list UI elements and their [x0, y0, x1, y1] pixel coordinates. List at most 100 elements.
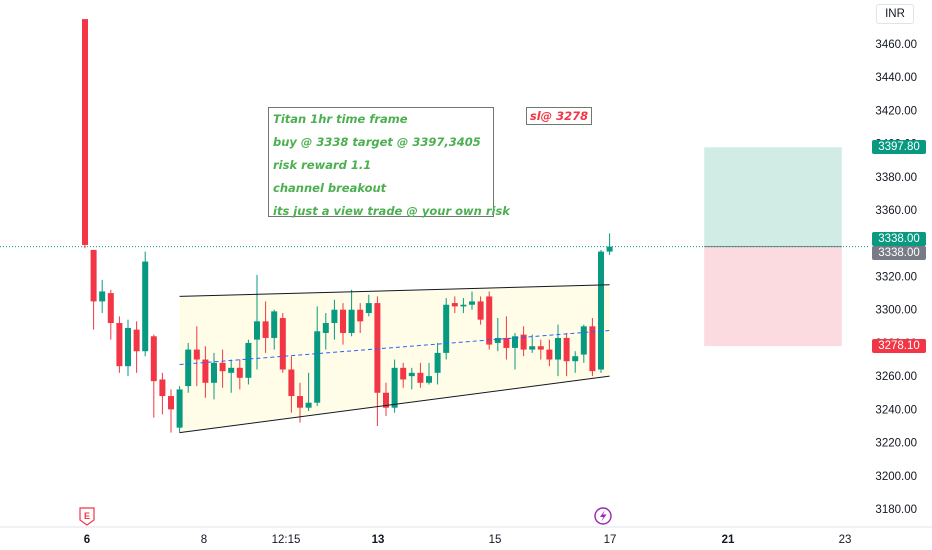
candle-body[interactable] [529, 346, 536, 350]
current-price-tag: 3338.00 [872, 231, 926, 246]
candle-body[interactable] [400, 367, 407, 380]
candle-body[interactable] [228, 367, 235, 373]
candle-body[interactable] [512, 336, 518, 348]
note-line: its just a view trade @ your own risk [273, 204, 510, 218]
x-tick-label: 8 [201, 534, 207, 546]
candle-body[interactable] [107, 293, 114, 323]
candle-body[interactable] [546, 349, 553, 360]
candle-body[interactable] [211, 362, 217, 383]
candle-body[interactable] [245, 342, 252, 378]
target-zone [704, 147, 842, 247]
candle-body[interactable] [503, 337, 510, 348]
y-tick-label: 3180.00 [875, 504, 917, 516]
event-markers: E [79, 507, 612, 526]
candle-body[interactable] [297, 396, 303, 408]
candle-body[interactable] [365, 303, 372, 314]
candle-body[interactable] [90, 249, 97, 302]
earnings-e-icon[interactable]: E [79, 507, 95, 526]
candle-body[interactable] [348, 309, 355, 333]
candle-body[interactable] [288, 369, 295, 397]
candle-body[interactable] [271, 311, 278, 338]
candle-body[interactable] [426, 376, 432, 383]
note-line: Titan 1hr time frame [273, 112, 408, 126]
channel-fill [179, 284, 610, 433]
note-line: channel breakout [273, 181, 387, 195]
candle-body[interactable] [279, 318, 286, 370]
candle-body[interactable] [193, 349, 200, 360]
candle-body[interactable] [383, 392, 389, 408]
candle-body[interactable] [408, 372, 415, 377]
candle-body[interactable] [357, 309, 364, 322]
stop-price-tag: 3278.10 [872, 339, 926, 354]
candle-body[interactable] [82, 19, 88, 245]
candle-body[interactable] [125, 327, 131, 367]
channel-upper-line[interactable] [179, 284, 610, 297]
y-tick-label: 3300.00 [875, 305, 917, 317]
y-tick-label: 3260.00 [875, 371, 917, 383]
candle-body[interactable] [340, 309, 346, 333]
y-tick-label: 3240.00 [875, 404, 917, 416]
y-tick-label: 3460.00 [875, 39, 917, 51]
candle-body[interactable] [236, 367, 243, 378]
channel-lower-line[interactable] [179, 375, 610, 434]
y-tick-label: 3420.00 [875, 105, 917, 117]
candle-body[interactable] [322, 323, 329, 333]
stop-loss-note[interactable]: sl@ 3278 [526, 107, 592, 125]
candle-body[interactable] [580, 326, 587, 355]
candle-body[interactable] [176, 389, 183, 428]
candle-body[interactable] [486, 296, 493, 345]
candle-body[interactable] [477, 301, 484, 320]
candles [82, 19, 613, 433]
note-line: buy @ 3338 target @ 3397,3405 [273, 135, 481, 149]
x-tick-label: 15 [489, 534, 502, 546]
trade-note[interactable]: Titan 1hr time frame buy @ 3338 target @… [268, 107, 510, 218]
candle-body[interactable] [168, 396, 174, 410]
y-tick-label: 3360.00 [875, 205, 917, 217]
candle-body[interactable] [572, 356, 579, 362]
candle-body[interactable] [262, 321, 269, 338]
x-axis[interactable]: 6 8 12:15 13 15 17 21 23 [84, 534, 852, 546]
candle-body[interactable] [99, 291, 106, 302]
candle-body[interactable] [443, 304, 450, 353]
y-tick-label: 3380.00 [875, 172, 917, 184]
y-tick-label: 3200.00 [875, 471, 917, 483]
candle-body[interactable] [589, 326, 596, 372]
candle-body[interactable] [391, 367, 398, 408]
y-tick-label: 3220.00 [875, 438, 917, 450]
candle-body[interactable] [417, 372, 424, 383]
candle-body[interactable] [254, 321, 260, 340]
candle-body[interactable] [116, 323, 123, 367]
candle-body[interactable] [185, 349, 192, 387]
candle-body[interactable] [133, 329, 140, 352]
candle-body[interactable] [555, 337, 561, 360]
candle-body[interactable] [374, 303, 381, 393]
candle-body[interactable] [460, 304, 467, 307]
candle-body[interactable] [159, 379, 166, 397]
candle-body[interactable] [305, 402, 312, 408]
x-tick-label: 12:15 [272, 534, 301, 546]
currency-label[interactable]: INR [876, 4, 914, 24]
y-tick-label: 3320.00 [875, 272, 917, 284]
x-tick-label: 6 [84, 534, 90, 546]
candle-body[interactable] [451, 303, 458, 307]
candle-body[interactable] [606, 246, 613, 252]
y-tick-label: 3440.00 [875, 72, 917, 84]
candle-body[interactable] [520, 334, 527, 350]
candle-body[interactable] [434, 352, 441, 373]
candle-body[interactable] [142, 261, 149, 352]
candle-body[interactable] [150, 336, 157, 382]
lightning-icon[interactable] [594, 507, 612, 525]
candle-body[interactable] [202, 359, 209, 383]
candle-body[interactable] [537, 346, 544, 350]
candle-body[interactable] [598, 251, 604, 370]
stop-zone [704, 246, 842, 347]
candle-body[interactable] [494, 337, 501, 343]
candle-body[interactable] [314, 331, 321, 403]
candle-body[interactable] [219, 362, 226, 372]
candle-body[interactable] [331, 309, 338, 323]
candle-body[interactable] [469, 301, 475, 305]
channel-mid-line [179, 329, 610, 366]
candle-body[interactable] [563, 337, 570, 362]
y-axis[interactable]: 3180.003200.003220.003240.003260.003280.… [875, 39, 917, 516]
